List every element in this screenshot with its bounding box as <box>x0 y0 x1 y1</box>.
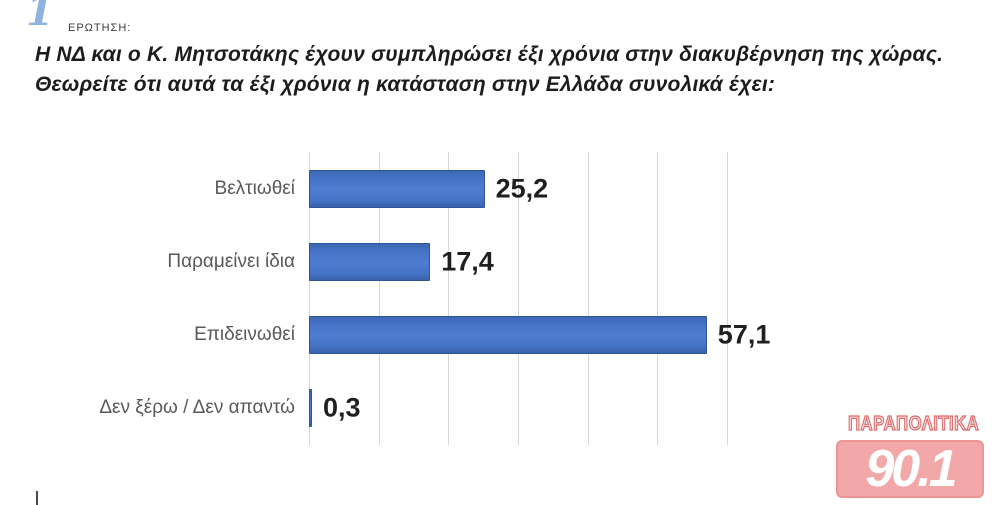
bar-value-label: 0,3 <box>323 392 361 423</box>
plot-area: 25,2 17,4 57,1 0,3 <box>309 152 770 445</box>
bar <box>309 169 485 208</box>
category-labels: Βελτιωθεί Παραμείνει ίδια Επιδεινωθεί Δεν ξ… <box>0 152 295 445</box>
category-label: Δεν ξέρω / Δεν απαντώ <box>99 397 295 419</box>
gridline <box>727 152 728 445</box>
parapolitika-logo: ΠΑΡΑΠΟΛΙΤΙΚΑ 90.1 <box>836 411 986 498</box>
parapolitika-wordmark: ΠΑΡΑΠΟΛΙΤΙΚΑ <box>847 412 980 435</box>
bar-value-label: 25,2 <box>495 173 549 204</box>
tick-mark <box>36 491 38 505</box>
bar-chart: Βελτιωθεί Παραμείνει ίδια Επιδεινωθεί Δεν ξ… <box>0 152 1003 445</box>
question-line-1: Η ΝΔ και ο Κ. Μητσοτάκης έχουν συμπληρώσ… <box>35 43 944 66</box>
gridline <box>587 152 589 445</box>
bar <box>309 242 431 281</box>
gridline <box>378 152 380 445</box>
question-text: Η ΝΔ και ο Κ. Μητσοτάκης έχουν συμπληρώσ… <box>35 40 975 100</box>
numeral-one-icon: 1 <box>26 0 54 35</box>
frequency-badge: 90.1 <box>836 440 984 498</box>
gridline <box>518 152 519 445</box>
question-line-2: Θεωρείτε ότι αυτά τα έξι χρόνια η κατάστ… <box>35 73 776 96</box>
bar <box>309 389 312 428</box>
category-label: Επιδεινωθεί <box>194 324 295 346</box>
gridline <box>309 152 310 445</box>
gridline <box>448 152 450 445</box>
question-kicker-label: ΕΡΩΤΗΣΗ: <box>68 22 132 34</box>
category-label: Παραμείνει ίδια <box>167 250 295 272</box>
bar <box>309 316 707 355</box>
gridline <box>657 152 659 445</box>
category-label: Βελτιωθεί <box>214 177 295 199</box>
bar-value-label: 57,1 <box>717 319 771 350</box>
bar-value-label: 17,4 <box>441 246 494 277</box>
